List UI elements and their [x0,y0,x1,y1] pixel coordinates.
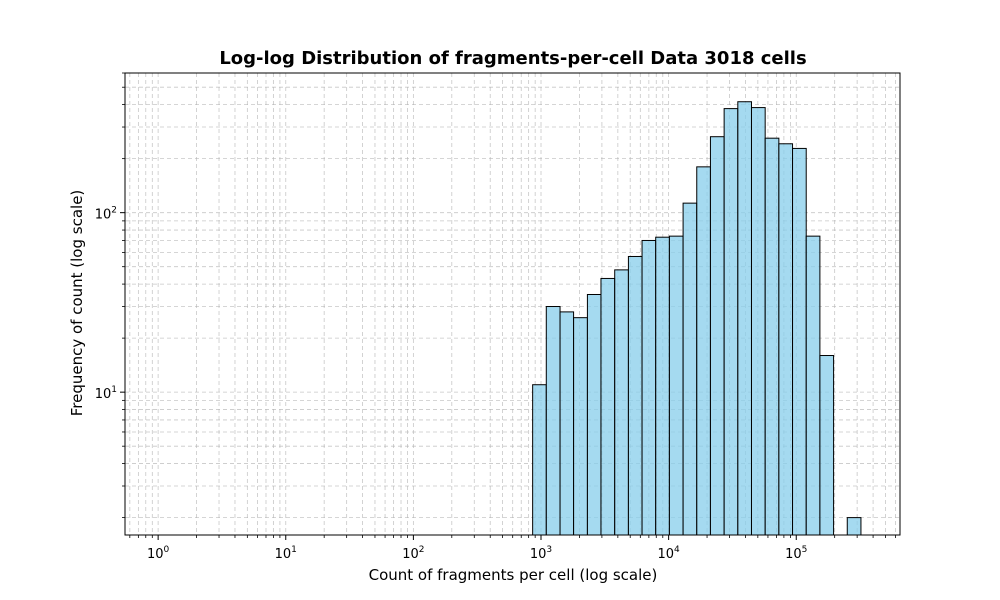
histogram-bar [750,107,766,536]
y-tick-label: 102 [95,206,117,223]
histogram-bar [668,235,684,536]
y-tick-label: 101 [95,385,117,402]
x-axis-label: Count of fragments per cell (log scale) [369,566,658,584]
histogram-bar [723,108,739,536]
histogram-bar [696,166,711,536]
histogram-bar [641,239,657,536]
histogram-bars [532,101,862,536]
histogram-bar [792,147,807,536]
x-tick-label: 101 [275,545,297,562]
x-tick-label: 100 [147,545,170,562]
histogram-bar [709,136,725,536]
histogram-bar [532,384,547,536]
histogram-bar [573,317,588,536]
tick-marks: 100 101 102 103 104 105 101 102 [95,72,896,562]
histogram-bar [805,235,821,536]
histogram-bar [682,202,698,536]
x-tick-label: 103 [530,545,552,562]
x-tick-label: 102 [402,545,424,562]
x-tick-label: 105 [785,545,807,562]
histogram-bar [764,137,780,536]
histogram-bar [627,255,643,536]
histogram-bar [614,269,629,536]
chart-title: Log-log Distribution of fragments-per-ce… [219,48,806,69]
y-axis-label: Frequency of count (log scale) [68,190,86,417]
histogram-bar [819,355,835,536]
histogram-bar [600,277,616,536]
histogram-bar [586,293,602,536]
histogram-bar [545,306,561,536]
histogram-bar [737,101,752,536]
histogram-bar [778,143,794,536]
histogram-bar [846,517,862,536]
histogram-bar [655,236,670,536]
x-tick-label: 104 [657,545,680,562]
histogram-bar [559,311,575,536]
